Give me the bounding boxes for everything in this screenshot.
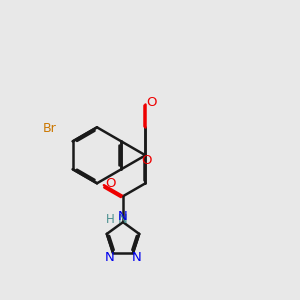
Text: Br: Br	[43, 122, 57, 135]
Text: N: N	[118, 210, 128, 223]
Text: N: N	[131, 251, 141, 264]
Text: H: H	[106, 213, 115, 226]
Text: O: O	[142, 154, 152, 167]
Text: N: N	[105, 251, 115, 264]
Text: N: N	[118, 213, 128, 226]
Text: O: O	[105, 177, 116, 190]
Text: O: O	[147, 96, 157, 109]
